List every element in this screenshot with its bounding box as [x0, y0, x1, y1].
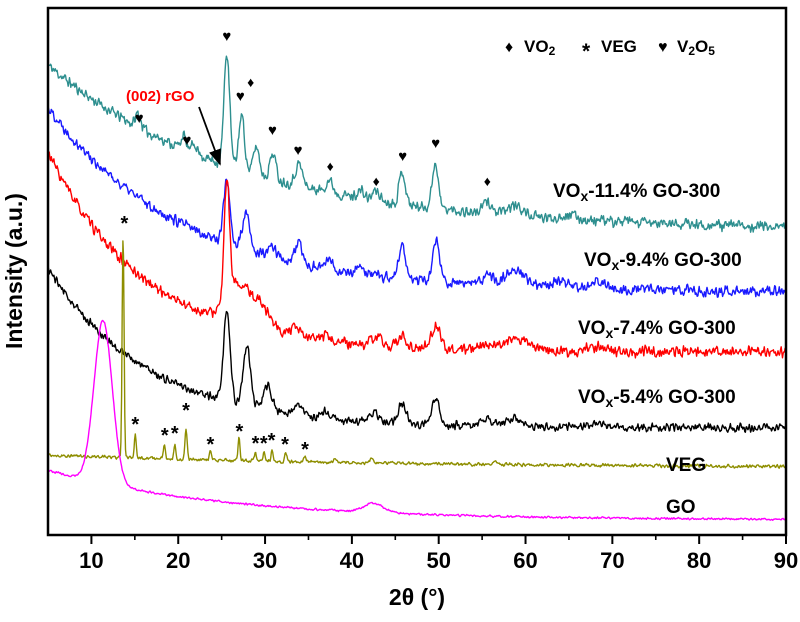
heart-icon: ♥	[294, 142, 303, 159]
decoration-layer: 10 20 30 40 50 60 70 80 90 GO VEG VOx-5.4% GO-300 VO…	[46, 6, 798, 573]
x-tick-label: 20	[166, 548, 190, 573]
series-label-GO: GO	[666, 497, 696, 518]
heart-icon: ♥	[658, 39, 668, 56]
heart-icon: ♥	[398, 148, 407, 165]
xrd-trace-VOx-5-4-GO-300	[48, 266, 786, 433]
xrd-trace-VOx-9-4-GO-300	[48, 105, 786, 298]
x-tick-label: 50	[426, 548, 450, 573]
legend-label: VEG	[601, 37, 637, 56]
plot-frame	[46, 6, 788, 537]
asterisk-icon: *	[206, 434, 214, 456]
x-tick-label: 70	[600, 548, 624, 573]
x-tick-label: 60	[513, 548, 537, 573]
asterisk-icon: *	[582, 40, 591, 63]
series-label-VOx-7-4-GO-300: VOx-7.4% GO-300	[578, 318, 736, 341]
xrd-trace-VEG	[48, 240, 786, 469]
xrd-trace-GO	[48, 319, 786, 521]
x-tick-label: 90	[774, 548, 798, 573]
heart-icon: ♥	[268, 122, 277, 139]
asterisk-icon: *	[161, 425, 169, 447]
asterisk-icon: *	[252, 433, 260, 455]
asterisk-icon: *	[121, 213, 129, 235]
diamond-icon: ♦	[247, 74, 254, 90]
asterisk-icon: *	[260, 433, 268, 455]
series-label-VOx-5-4-GO-300: VOx-5.4% GO-300	[578, 387, 736, 410]
heart-icon: ♥	[431, 135, 440, 152]
y-axis-label: Intensity (a.u.)	[1, 193, 27, 349]
x-axis-label: 2θ (°)	[389, 584, 445, 610]
series-label-VOx-11-4-GO-300: VOx-11.4% GO-300	[553, 181, 720, 204]
series-layer	[48, 55, 786, 521]
xrd-trace-VOx-11-4-GO-300	[48, 55, 786, 233]
series-label-VEG: VEG	[666, 455, 706, 476]
diamond-icon: ♦	[373, 173, 380, 189]
heart-icon: ♥	[135, 110, 144, 127]
annotation-arrow-icon	[198, 106, 221, 166]
xrd-trace-VOx-7-4-GO-300	[48, 150, 786, 359]
asterisk-icon: *	[281, 434, 289, 456]
rgo-annotation: (002) rGO	[126, 88, 195, 105]
asterisk-icon: *	[131, 414, 139, 436]
diamond-icon: ♦	[505, 39, 513, 56]
asterisk-icon: *	[182, 400, 190, 422]
series-label-VOx-9-4-GO-300: VOx-9.4% GO-300	[584, 250, 742, 273]
asterisk-icon: *	[171, 423, 179, 445]
legend-label: V2O5	[677, 37, 715, 58]
diamond-icon: ♦	[327, 158, 334, 174]
x-tick-label: 80	[687, 548, 711, 573]
asterisk-icon: *	[268, 430, 276, 452]
x-tick-label: 10	[79, 548, 103, 573]
heart-icon: ♥	[222, 28, 231, 45]
x-tick-label: 30	[253, 548, 277, 573]
heart-icon: ♥	[182, 132, 191, 149]
heart-icon: ♥	[236, 88, 245, 105]
x-tick-label: 40	[340, 548, 364, 573]
diamond-icon: ♦	[484, 173, 491, 189]
asterisk-icon: *	[236, 421, 244, 443]
legend-label: VO2	[524, 37, 556, 58]
asterisk-icon: *	[301, 439, 309, 461]
